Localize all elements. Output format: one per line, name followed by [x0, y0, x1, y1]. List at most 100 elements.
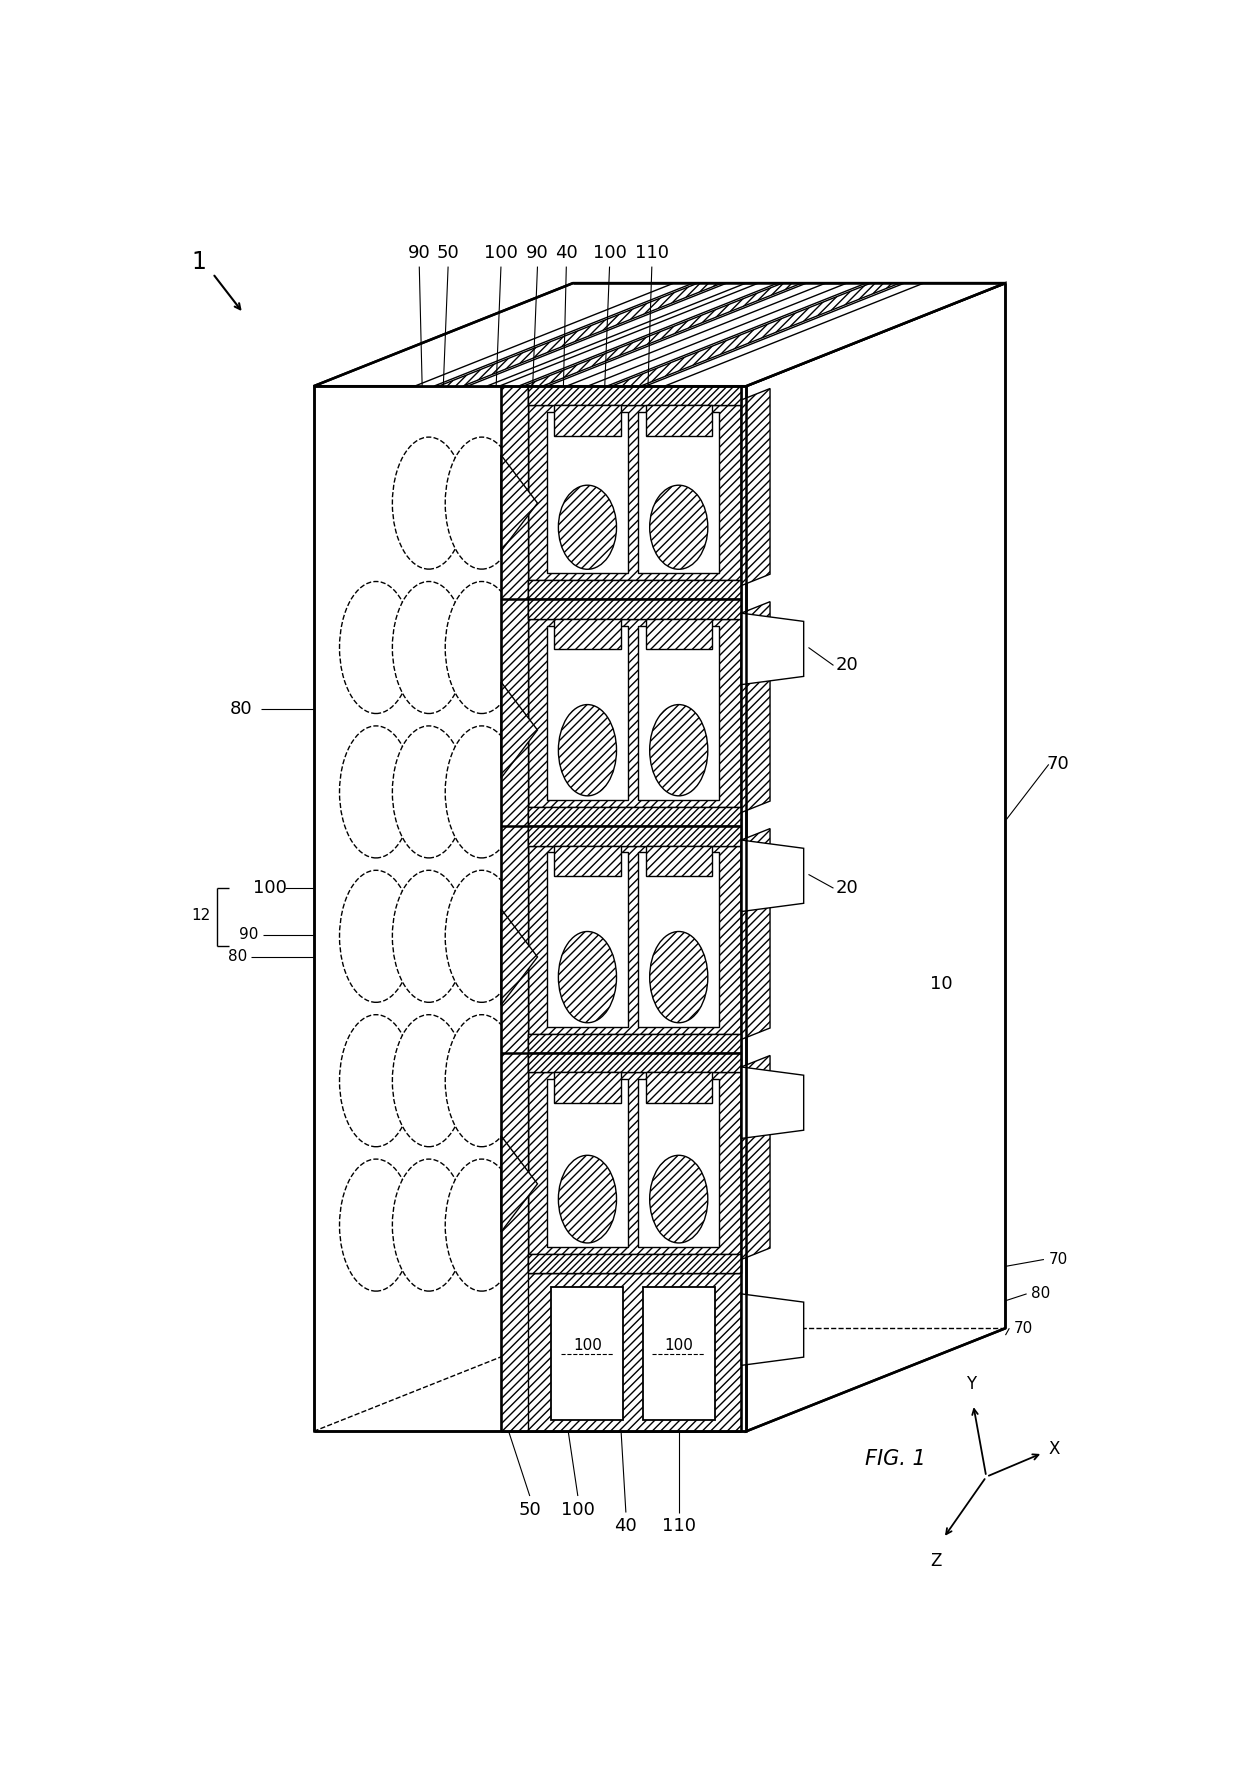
Polygon shape — [646, 845, 712, 875]
Text: 80: 80 — [228, 950, 247, 964]
Polygon shape — [414, 282, 693, 386]
Ellipse shape — [445, 1159, 518, 1291]
Polygon shape — [646, 618, 712, 648]
Text: 90: 90 — [526, 245, 549, 263]
Ellipse shape — [650, 705, 708, 797]
Polygon shape — [501, 1054, 528, 1273]
Ellipse shape — [445, 438, 518, 570]
Polygon shape — [552, 1288, 624, 1420]
Text: 50: 50 — [436, 245, 460, 263]
Polygon shape — [528, 600, 742, 618]
Polygon shape — [528, 600, 742, 827]
Polygon shape — [528, 807, 742, 827]
Polygon shape — [528, 1034, 742, 1054]
Polygon shape — [501, 827, 528, 1054]
Polygon shape — [528, 827, 742, 845]
Polygon shape — [528, 580, 742, 600]
Polygon shape — [528, 827, 742, 1054]
Polygon shape — [528, 1054, 742, 1273]
Text: 90: 90 — [239, 927, 259, 943]
Polygon shape — [528, 386, 742, 405]
Polygon shape — [642, 1288, 714, 1420]
Polygon shape — [611, 282, 900, 386]
Polygon shape — [554, 845, 620, 875]
Polygon shape — [742, 1293, 804, 1365]
Polygon shape — [639, 1079, 719, 1247]
Polygon shape — [528, 1054, 742, 1072]
Polygon shape — [314, 386, 746, 1431]
Text: X: X — [1049, 1441, 1060, 1459]
Polygon shape — [639, 413, 719, 573]
Polygon shape — [501, 386, 742, 1431]
Ellipse shape — [650, 932, 708, 1023]
Polygon shape — [528, 1054, 742, 1072]
Polygon shape — [501, 1136, 537, 1232]
Text: 100: 100 — [665, 1338, 693, 1354]
Polygon shape — [528, 807, 742, 827]
Polygon shape — [742, 613, 804, 684]
Polygon shape — [547, 413, 627, 573]
Polygon shape — [528, 1254, 742, 1273]
Ellipse shape — [392, 1159, 465, 1291]
Polygon shape — [498, 282, 777, 386]
Text: Y: Y — [966, 1375, 976, 1393]
Text: 20: 20 — [836, 879, 858, 897]
Ellipse shape — [558, 486, 616, 570]
Text: 70: 70 — [1047, 755, 1070, 773]
Polygon shape — [746, 282, 1006, 1431]
Polygon shape — [588, 282, 866, 386]
Ellipse shape — [340, 1014, 413, 1147]
Polygon shape — [501, 386, 528, 600]
Ellipse shape — [392, 438, 465, 570]
Ellipse shape — [340, 582, 413, 714]
Polygon shape — [645, 282, 924, 386]
Text: FIG. 1: FIG. 1 — [864, 1448, 925, 1468]
Polygon shape — [523, 282, 802, 386]
Polygon shape — [528, 600, 742, 618]
Ellipse shape — [445, 725, 518, 857]
Polygon shape — [528, 1034, 742, 1054]
Text: 100: 100 — [253, 879, 288, 897]
Ellipse shape — [558, 705, 616, 797]
Text: 1: 1 — [191, 250, 206, 275]
Ellipse shape — [445, 582, 518, 714]
Text: 100: 100 — [484, 245, 518, 263]
Text: 70: 70 — [1014, 1322, 1033, 1336]
Text: 40: 40 — [615, 1518, 637, 1536]
Polygon shape — [528, 386, 742, 600]
Polygon shape — [742, 1056, 770, 1259]
Ellipse shape — [340, 725, 413, 857]
Polygon shape — [501, 455, 537, 552]
Polygon shape — [528, 827, 742, 845]
Text: 90: 90 — [408, 245, 430, 263]
Polygon shape — [742, 602, 770, 813]
Ellipse shape — [650, 1156, 708, 1243]
Ellipse shape — [392, 1014, 465, 1147]
Polygon shape — [554, 618, 620, 648]
Text: 100: 100 — [560, 1500, 595, 1518]
Text: 110: 110 — [662, 1518, 696, 1536]
Polygon shape — [501, 1273, 742, 1431]
Polygon shape — [639, 852, 719, 1027]
Polygon shape — [646, 405, 712, 436]
Text: 100: 100 — [593, 245, 626, 263]
Ellipse shape — [392, 725, 465, 857]
Polygon shape — [646, 1072, 712, 1102]
Ellipse shape — [558, 932, 616, 1023]
Polygon shape — [528, 580, 742, 600]
Polygon shape — [547, 625, 627, 800]
Polygon shape — [314, 282, 1006, 386]
Text: 70: 70 — [1049, 1252, 1068, 1266]
Polygon shape — [439, 282, 722, 386]
Polygon shape — [742, 1066, 804, 1138]
Ellipse shape — [392, 582, 465, 714]
Text: 10: 10 — [930, 975, 952, 993]
Ellipse shape — [558, 1156, 616, 1243]
Text: 12: 12 — [191, 909, 211, 923]
Text: 40: 40 — [556, 245, 578, 263]
Polygon shape — [528, 1254, 742, 1273]
Polygon shape — [742, 839, 804, 911]
Polygon shape — [501, 909, 537, 1006]
Polygon shape — [547, 1079, 627, 1247]
Polygon shape — [742, 829, 770, 1039]
